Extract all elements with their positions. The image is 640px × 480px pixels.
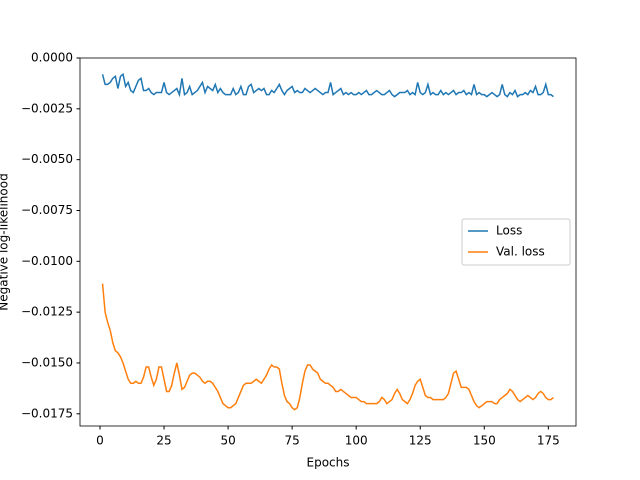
y-tick-label: −0.0025 bbox=[21, 101, 73, 115]
y-tick-label: −0.0050 bbox=[21, 152, 73, 166]
plot-frame bbox=[79, 57, 577, 427]
x-tick-label: 25 bbox=[156, 434, 171, 448]
x-tick-label: 50 bbox=[220, 434, 235, 448]
x-tick-label: 175 bbox=[537, 434, 560, 448]
y-tick-label: −0.0100 bbox=[21, 254, 73, 268]
legend-label: Val. loss bbox=[496, 245, 545, 259]
x-axis-label: Epochs bbox=[307, 456, 350, 470]
y-tick-label: −0.0150 bbox=[21, 355, 73, 369]
x-tick-label: 75 bbox=[284, 434, 299, 448]
x-tick-label: 125 bbox=[409, 434, 432, 448]
x-tick-label: 0 bbox=[96, 434, 104, 448]
x-tick-label: 150 bbox=[473, 434, 496, 448]
y-tick-label: −0.0125 bbox=[21, 305, 73, 319]
legend-label: Loss bbox=[496, 224, 522, 238]
line-series bbox=[101, 72, 554, 98]
legend-box bbox=[461, 218, 571, 266]
y-tick-label: −0.0175 bbox=[21, 406, 73, 420]
y-tick-label: −0.0075 bbox=[21, 203, 73, 217]
y-axis-label: Negative log-likelihood bbox=[0, 173, 11, 310]
x-tick-label: 100 bbox=[345, 434, 368, 448]
line-series bbox=[101, 283, 554, 411]
y-tick-label: 0.0000 bbox=[31, 51, 73, 65]
